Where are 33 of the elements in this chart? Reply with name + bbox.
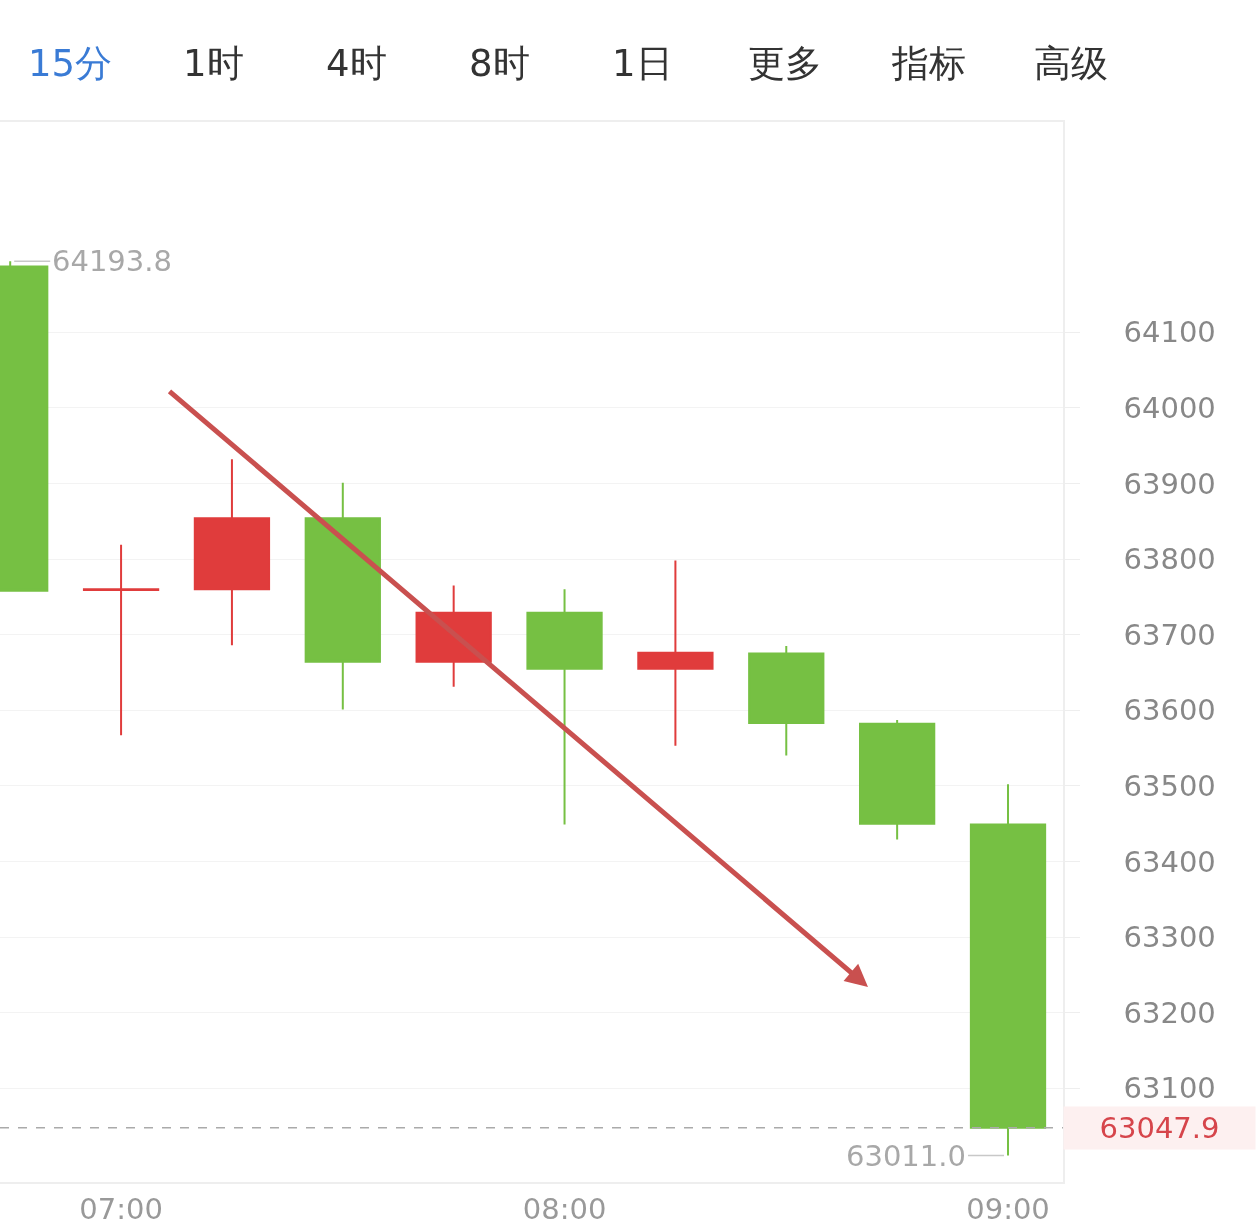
text: 1日 (612, 42, 673, 85)
text: 15分 (28, 42, 113, 85)
annotation: 63011.0 (846, 1139, 966, 1173)
text: 高级 (1034, 42, 1108, 85)
y-tick-label: 63400 (1123, 844, 1216, 879)
candlestick (637, 559, 714, 747)
y-tick-label: 63800 (1123, 542, 1216, 577)
candlestick (748, 644, 825, 757)
y-tick-label: 64000 (1123, 390, 1216, 425)
y-tick-label: 63100 (1123, 1071, 1216, 1106)
y-tick-label: 63700 (1123, 617, 1216, 652)
y-tick-label: 63500 (1123, 768, 1216, 803)
annotation: 64193.8 (52, 244, 172, 278)
text: 8时 (469, 42, 530, 85)
y-tick-label: 63300 (1123, 920, 1216, 955)
y-tick-label: 63200 (1123, 995, 1216, 1030)
text: 更多 (748, 42, 822, 85)
y-tick-label: 64100 (1123, 315, 1216, 350)
x-tick-label: 08:00 (522, 1191, 607, 1226)
text: 4时 (326, 42, 387, 85)
x-tick-label: 07:00 (79, 1191, 163, 1226)
text: 指标 (891, 42, 966, 85)
candlestick (969, 783, 1047, 1157)
y-tick-label: 63900 (1123, 466, 1216, 501)
ref-line-label: 63047.9 (1099, 1111, 1220, 1145)
candlestick (82, 543, 160, 737)
candlestick (859, 719, 936, 841)
x-tick-label: 09:00 (966, 1191, 1050, 1226)
candlestick (193, 458, 271, 647)
y-tick-label: 63600 (1123, 693, 1216, 728)
text: 1时 (183, 42, 244, 85)
candlestick (304, 481, 381, 711)
candlestick (526, 588, 603, 826)
